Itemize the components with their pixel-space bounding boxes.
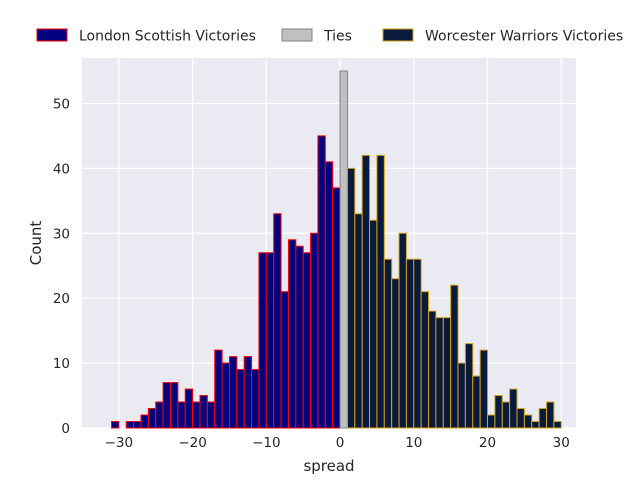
bar bbox=[398, 232, 407, 429]
bar bbox=[538, 408, 548, 429]
bar bbox=[302, 252, 312, 429]
x-tick-label: 0 bbox=[336, 435, 345, 451]
bar bbox=[509, 388, 518, 429]
x-tick-label: 10 bbox=[405, 435, 422, 451]
legend-label: London Scottish Victories bbox=[79, 29, 256, 45]
bar bbox=[450, 284, 459, 429]
bar bbox=[346, 167, 356, 429]
x-axis-ticks: −30 −20 −10 0 10 20 30 bbox=[105, 435, 570, 451]
bars bbox=[110, 70, 562, 429]
bar bbox=[332, 187, 341, 429]
x-tick-label: 20 bbox=[479, 435, 496, 451]
bar bbox=[243, 356, 253, 429]
bar bbox=[464, 343, 474, 429]
legend-swatch bbox=[382, 28, 414, 42]
bar bbox=[265, 252, 275, 429]
bar bbox=[317, 135, 326, 429]
bar bbox=[457, 362, 466, 429]
x-axis-label: spread bbox=[303, 457, 354, 475]
y-tick-label: 0 bbox=[61, 421, 70, 437]
bar bbox=[236, 369, 245, 429]
bar bbox=[531, 421, 540, 429]
bar bbox=[553, 421, 562, 429]
bar bbox=[546, 401, 555, 429]
bar bbox=[287, 239, 297, 429]
bar bbox=[339, 70, 348, 429]
bar bbox=[273, 213, 282, 429]
y-tick-label: 30 bbox=[53, 226, 70, 242]
bar bbox=[324, 161, 334, 429]
y-tick-label: 20 bbox=[53, 291, 70, 307]
bar bbox=[516, 408, 525, 429]
bar bbox=[228, 356, 238, 429]
bar bbox=[110, 421, 120, 429]
y-tick-label: 40 bbox=[53, 161, 70, 177]
bar bbox=[199, 395, 208, 429]
bar bbox=[251, 369, 260, 429]
y-tick-label: 50 bbox=[53, 96, 70, 112]
bar bbox=[140, 414, 149, 429]
bar bbox=[487, 414, 496, 429]
bar bbox=[479, 349, 489, 429]
bar bbox=[376, 154, 385, 429]
bar bbox=[435, 317, 444, 429]
x-tick-label: −10 bbox=[252, 435, 281, 451]
bar bbox=[405, 258, 415, 429]
x-tick-label: −20 bbox=[178, 435, 207, 451]
bar bbox=[420, 291, 430, 429]
bar bbox=[192, 401, 201, 429]
x-tick-label: −30 bbox=[105, 435, 134, 451]
bar bbox=[177, 401, 186, 429]
bar bbox=[258, 252, 267, 429]
bar bbox=[169, 382, 179, 429]
bar bbox=[147, 408, 157, 429]
bar bbox=[383, 258, 393, 429]
bar bbox=[442, 317, 452, 429]
bar bbox=[280, 291, 289, 429]
bar bbox=[133, 421, 142, 429]
bar bbox=[125, 421, 135, 429]
bar bbox=[221, 362, 230, 429]
bar bbox=[413, 258, 422, 429]
legend-label: Ties bbox=[323, 29, 352, 45]
bar bbox=[494, 395, 503, 429]
bar bbox=[523, 414, 533, 429]
bar bbox=[310, 232, 319, 429]
bar bbox=[184, 388, 194, 429]
y-axis-ticks: 0 10 20 30 40 50 bbox=[53, 96, 70, 437]
bar bbox=[369, 219, 378, 429]
bar bbox=[155, 401, 164, 429]
y-tick-label: 10 bbox=[53, 356, 70, 372]
bar bbox=[428, 310, 437, 429]
bar bbox=[214, 349, 223, 429]
x-tick-label: 30 bbox=[553, 435, 570, 451]
bar bbox=[354, 213, 363, 429]
bar bbox=[361, 154, 371, 429]
legend-label: Worcester Warriors Victories bbox=[425, 29, 623, 45]
bar bbox=[391, 278, 400, 429]
bar bbox=[501, 401, 511, 429]
y-axis-label: Count bbox=[27, 221, 45, 266]
bar bbox=[472, 375, 481, 429]
legend-swatch bbox=[36, 28, 68, 42]
bar bbox=[206, 401, 216, 429]
legend-swatch bbox=[281, 28, 313, 42]
bar bbox=[162, 382, 171, 429]
bar bbox=[295, 245, 304, 429]
legend: London Scottish Victories Ties Worcester W… bbox=[36, 28, 623, 45]
